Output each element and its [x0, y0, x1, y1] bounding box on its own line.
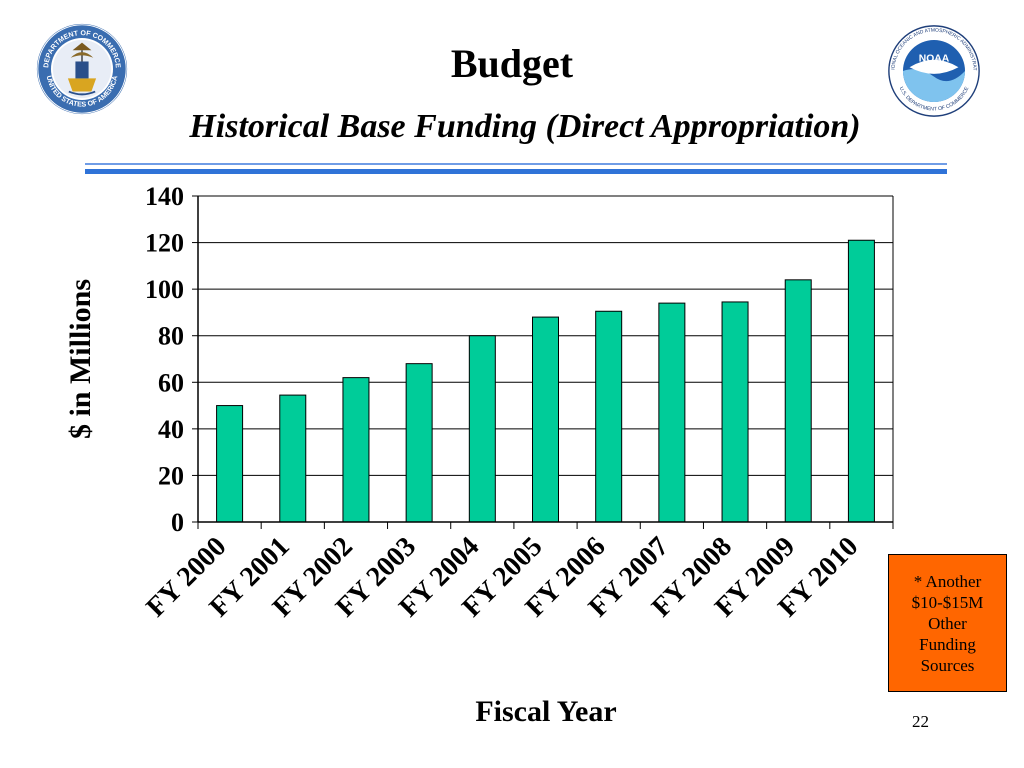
y-tick-label: 140 [145, 182, 184, 211]
x-axis-title: Fiscal Year [475, 695, 616, 728]
note-line: * Another [913, 571, 982, 591]
bar [279, 394, 307, 523]
y-tick-label: 100 [145, 275, 184, 304]
slide-subtitle: Historical Base Funding (Direct Appropri… [189, 108, 861, 145]
department-of-commerce-seal: DEPARTMENT OF COMMERCE UNITED STATES OF … [36, 23, 128, 115]
slide-title: Budget [450, 41, 574, 86]
y-tick-label: 0 [171, 508, 184, 537]
noaa-logo: NOAA NATIONAL OCEANIC AND ATMOSPHERIC AD… [887, 24, 980, 117]
note-line: $10-$15M [911, 592, 984, 612]
page-number: 22 [912, 712, 929, 731]
title-divider-thin [85, 163, 947, 165]
title-divider-thick [85, 169, 947, 174]
bar [784, 279, 812, 523]
bar [532, 316, 559, 523]
bar [342, 377, 370, 523]
y-tick-label: 40 [158, 415, 184, 444]
y-tick-label: 20 [158, 461, 184, 490]
note-line: Funding [919, 634, 976, 654]
bar [595, 310, 623, 523]
bar [216, 405, 244, 523]
y-axis-title: $ in Millions [64, 279, 97, 439]
y-tick-label: 80 [158, 322, 184, 351]
y-tick-label: 120 [145, 229, 184, 258]
bar [468, 335, 496, 523]
note-line: Other [928, 613, 967, 633]
bar [405, 363, 433, 523]
y-tick-label: 60 [158, 368, 184, 397]
note-line: Sources [920, 655, 975, 675]
other-funding-note: * Another $10-$15M Other Funding Sources [888, 554, 1007, 692]
bar [721, 301, 749, 523]
svg-text:NOAA: NOAA [919, 54, 950, 65]
bar [847, 239, 875, 523]
bar [658, 302, 686, 523]
